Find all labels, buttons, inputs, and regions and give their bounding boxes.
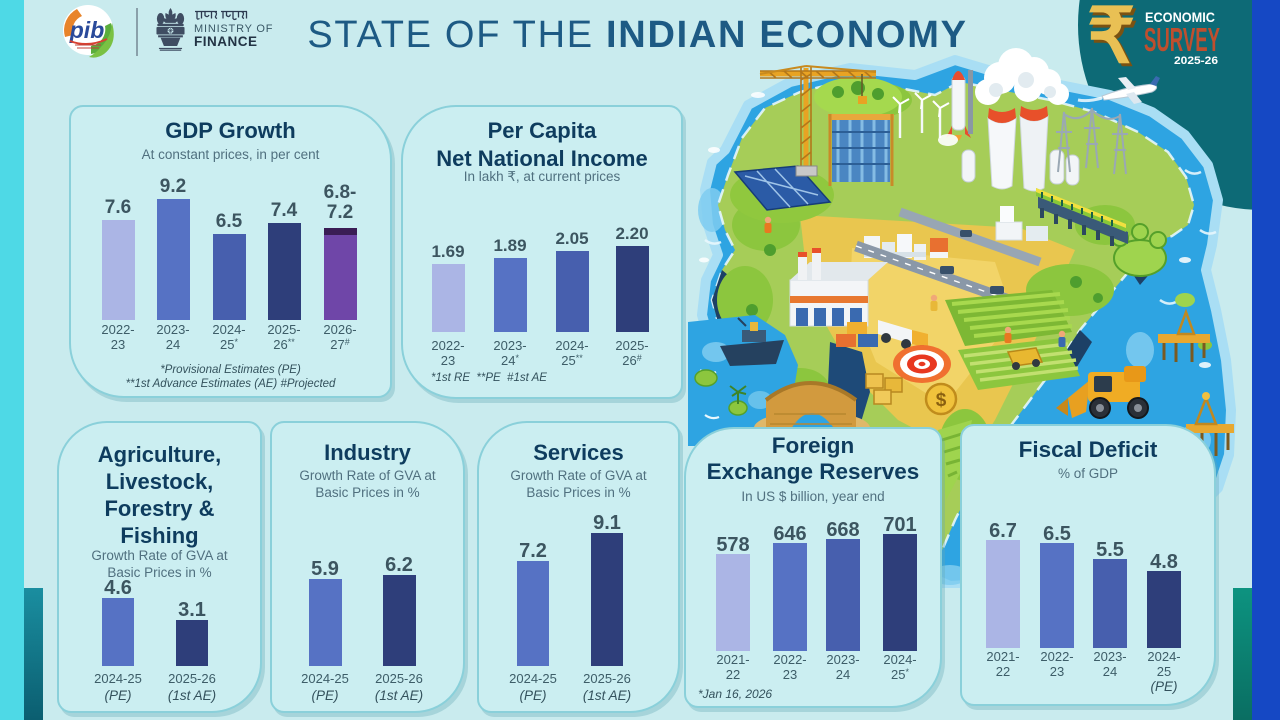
svg-text:ECONOMIC: ECONOMIC: [1145, 10, 1215, 25]
svg-text:₹: ₹: [1087, 0, 1135, 79]
svg-text:SURVEY: SURVEY: [1144, 21, 1220, 58]
svg-text:pib: pib: [69, 17, 105, 43]
svg-text:2025-26: 2025-26: [1174, 55, 1218, 67]
svg-text:₹: ₹: [1090, 0, 1138, 82]
svg-text:$: $: [936, 390, 947, 411]
